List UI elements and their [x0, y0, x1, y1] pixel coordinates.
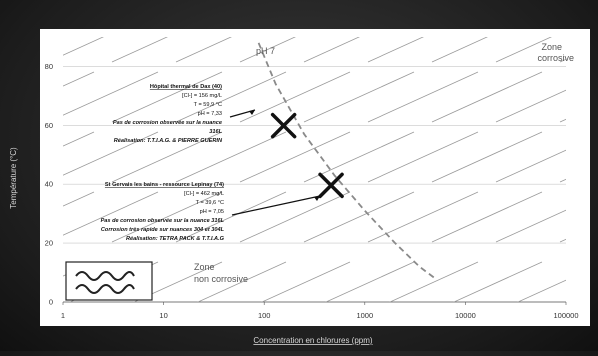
hatch-line	[431, 191, 543, 243]
hatch-line	[175, 131, 287, 183]
hatch-line	[175, 37, 232, 63]
hatch-line	[63, 71, 159, 116]
annotation-line: T = 39,6 °C	[196, 200, 224, 206]
hatch-line	[239, 71, 351, 123]
marker-stroke	[318, 172, 344, 199]
hatch-line	[303, 37, 360, 63]
hatch-line	[63, 71, 95, 87]
y-tick-label: 0	[49, 298, 53, 307]
annotation-note: Pas de corrosion observée sur la nuance	[113, 120, 222, 126]
hatch-line	[111, 71, 223, 123]
hatch-line	[325, 261, 415, 302]
x-axis-label: Concentration en chlorures (ppm)	[253, 336, 373, 345]
data-point-x-marker	[270, 112, 297, 139]
annotation-title: Hôpital thermal de Dax (40)	[150, 84, 222, 90]
annotation-note: Réalisation: T.T.I.A.G. & PIERRE GUERIN	[114, 138, 223, 144]
hatch-line	[303, 131, 415, 183]
hatch-line	[431, 71, 543, 123]
annotation-note: 316L	[209, 129, 222, 135]
hatch-line	[63, 131, 159, 176]
hatch-line	[0, 72, 30, 122]
zone-noncorrosive-line1: Zone	[194, 262, 215, 272]
annotation-line: pH = 7,05	[200, 209, 224, 215]
annotation-line: [Cl-] = 462 mg/L	[184, 191, 224, 197]
hatch-line	[431, 37, 488, 63]
hatch-line	[261, 261, 351, 302]
annotation-note: Corrosion très rapide sur nuances 304 et…	[101, 227, 225, 233]
hatch-line	[367, 37, 424, 63]
y-tick-label: 80	[45, 62, 53, 71]
hatch-line	[0, 12, 30, 62]
hatch-line	[367, 131, 479, 183]
x-tick-label: 100000	[553, 311, 578, 320]
hatch-line	[175, 191, 287, 243]
annotation-line: [Cl-] = 156 mg/L	[182, 93, 222, 99]
x-tick-label: 10	[159, 311, 167, 320]
alfa-laval-logo	[65, 261, 153, 301]
hatch-line	[239, 37, 296, 63]
hatch-line	[63, 191, 95, 207]
y-axis-label: Température (°C)	[9, 147, 18, 209]
hatch-line	[239, 131, 351, 183]
y-tick-label: 60	[45, 121, 53, 130]
curve-label: pH 7	[256, 46, 275, 56]
hatch-line	[111, 37, 168, 63]
hatch-line	[0, 262, 30, 312]
annotation-note: Pas de corrosion observée sur la nuance …	[101, 218, 225, 224]
annotation-note: Réalisation: TETRA PACK & T.T.I.A.G	[126, 236, 225, 242]
zone-corrosive-line1: Zone	[541, 42, 562, 52]
hatch-line	[453, 261, 543, 302]
annotation-arrowhead	[314, 196, 320, 201]
x-tick-label: 1	[61, 311, 65, 320]
y-tick-label: 40	[45, 180, 53, 189]
hatch-line	[239, 191, 351, 243]
hatch-line	[389, 261, 479, 302]
hatch-line	[367, 71, 479, 123]
annotation-line: T = 59,9 °C	[194, 102, 222, 108]
hatch-line	[517, 279, 566, 302]
ph7-curve	[257, 42, 436, 280]
annotation-line: pH = 7,33	[198, 111, 222, 117]
hatch-line	[175, 71, 287, 123]
hatch-line	[63, 37, 104, 56]
hatch-line	[495, 149, 566, 183]
x-tick-label: 1000	[356, 311, 373, 320]
x-tick-label: 10000	[455, 311, 476, 320]
annotation-title: St Gervais les bains - ressource Lepinay…	[105, 182, 224, 188]
zone-noncorrosive-line2: non corrosive	[194, 274, 248, 284]
hatch-line	[133, 261, 223, 302]
hatch-line	[303, 71, 415, 123]
hatch-line	[431, 131, 543, 183]
x-tick-label: 100	[258, 311, 271, 320]
annotation-arrow	[231, 195, 321, 216]
hatch-line	[495, 89, 566, 123]
hatch-line	[63, 191, 159, 236]
hatch-line	[495, 37, 552, 63]
hatch-line	[303, 191, 415, 243]
hatch-line	[111, 131, 223, 183]
hatch-line	[111, 191, 223, 243]
zone-corrosive-line2: corrosive	[537, 53, 574, 63]
y-tick-label: 20	[45, 239, 53, 248]
annotation-arrowhead	[249, 110, 255, 115]
hatch-line	[63, 131, 95, 147]
marker-stroke	[270, 112, 297, 139]
hatch-line	[197, 261, 287, 302]
hatch-line	[495, 209, 566, 243]
data-point-x-marker	[318, 172, 344, 199]
